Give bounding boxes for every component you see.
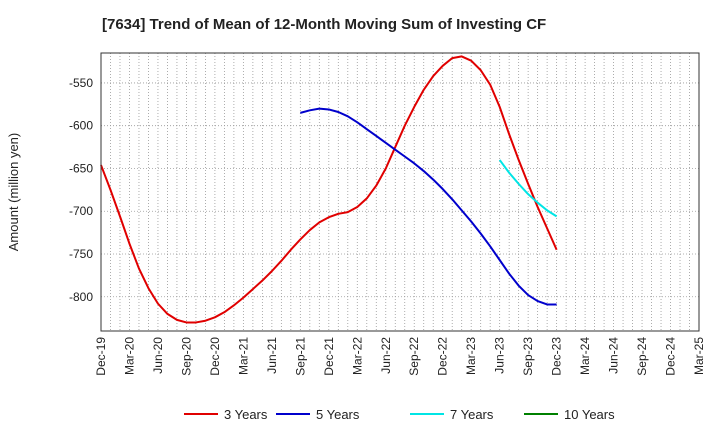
- x-tick-label: Mar-23: [464, 337, 478, 375]
- series-line-5-years: [300, 107, 557, 306]
- plot-frame: [100, 52, 700, 332]
- y-tick-label: -800: [69, 290, 93, 304]
- x-tick-label: Sep-22: [407, 337, 421, 376]
- x-tick-label: Sep-23: [521, 337, 535, 376]
- legend-label: 3 Years: [224, 407, 268, 422]
- x-tick-label: Jun-20: [151, 337, 165, 374]
- x-axis: Dec-19 Mar-20 Jun-20 Sep-20 Dec-20 Mar-21 Jun-…: [94, 337, 706, 376]
- y-tick-label: -750: [69, 247, 93, 261]
- x-tick-label: Dec-20: [208, 337, 222, 376]
- x-tick-label: Sep-21: [293, 337, 307, 376]
- x-tick-label: Mar-20: [122, 337, 136, 375]
- x-tick-label: Sep-24: [635, 337, 649, 376]
- x-tick-label: Jun-23: [493, 337, 507, 374]
- plot-grid: [101, 53, 699, 331]
- x-tick-label: Jun-21: [265, 337, 279, 374]
- legend-label: 10 Years: [564, 407, 615, 422]
- x-tick-label: Dec-23: [550, 337, 564, 376]
- legend-label: 5 Years: [316, 407, 360, 422]
- legend: 3 Years 5 Years 7 Years 10 Years: [184, 407, 615, 422]
- x-tick-label: Dec-24: [664, 337, 678, 376]
- x-tick-label: Dec-21: [322, 337, 336, 376]
- x-tick-label: Dec-19: [94, 337, 108, 376]
- x-tick-label: Mar-24: [578, 337, 592, 375]
- series-line-7-years: [498, 159, 558, 218]
- x-tick-label: Jun-22: [379, 337, 393, 374]
- x-tick-label: Dec-22: [436, 337, 450, 376]
- x-tick-label: Mar-21: [236, 337, 250, 375]
- y-tick-label: -600: [69, 119, 93, 133]
- series-line-3-years: [100, 55, 558, 324]
- x-tick-label: Mar-22: [350, 337, 364, 375]
- y-tick-label: -700: [69, 204, 93, 218]
- legend-label: 7 Years: [450, 407, 494, 422]
- y-tick-label: -650: [69, 161, 93, 175]
- y-axis: -550 -600 -650 -700 -750 -800: [69, 76, 93, 304]
- x-tick-label: Sep-20: [179, 337, 193, 376]
- chart-title: [7634] Trend of Mean of 12-Month Moving …: [102, 16, 546, 33]
- y-axis-label: Amount (million yen): [6, 133, 21, 252]
- x-tick-label: Mar-25: [692, 337, 706, 375]
- series-layer: [100, 55, 558, 324]
- y-tick-label: -550: [69, 76, 93, 90]
- x-tick-label: Jun-24: [607, 337, 621, 374]
